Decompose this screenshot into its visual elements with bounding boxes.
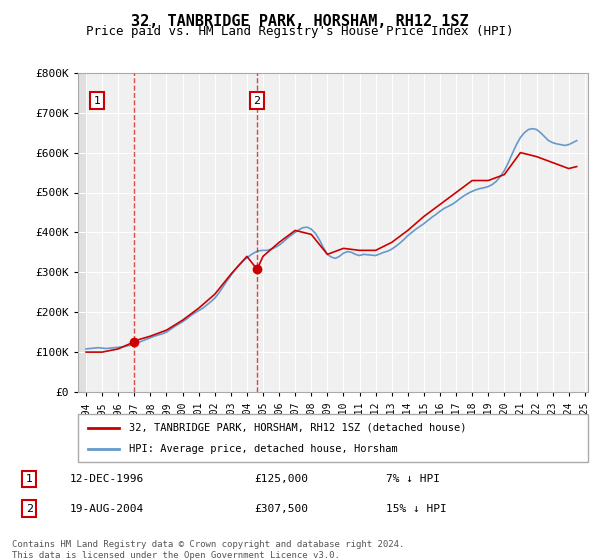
Text: HPI: Average price, detached house, Horsham: HPI: Average price, detached house, Hors… xyxy=(129,444,398,454)
Text: 7% ↓ HPI: 7% ↓ HPI xyxy=(386,474,440,484)
FancyBboxPatch shape xyxy=(78,414,588,462)
Text: £307,500: £307,500 xyxy=(254,503,308,514)
Text: 19-AUG-2004: 19-AUG-2004 xyxy=(70,503,144,514)
Text: Price paid vs. HM Land Registry's House Price Index (HPI): Price paid vs. HM Land Registry's House … xyxy=(86,25,514,38)
Text: 2: 2 xyxy=(26,503,33,514)
Text: 32, TANBRIDGE PARK, HORSHAM, RH12 1SZ (detached house): 32, TANBRIDGE PARK, HORSHAM, RH12 1SZ (d… xyxy=(129,423,467,433)
Text: Contains HM Land Registry data © Crown copyright and database right 2024.
This d: Contains HM Land Registry data © Crown c… xyxy=(12,540,404,560)
Text: 1: 1 xyxy=(26,474,33,484)
Text: £125,000: £125,000 xyxy=(254,474,308,484)
Text: 2: 2 xyxy=(254,96,260,106)
Text: 15% ↓ HPI: 15% ↓ HPI xyxy=(386,503,447,514)
Text: 12-DEC-1996: 12-DEC-1996 xyxy=(70,474,144,484)
Text: 1: 1 xyxy=(94,96,101,106)
Text: 32, TANBRIDGE PARK, HORSHAM, RH12 1SZ: 32, TANBRIDGE PARK, HORSHAM, RH12 1SZ xyxy=(131,14,469,29)
Bar xyxy=(78,73,86,392)
